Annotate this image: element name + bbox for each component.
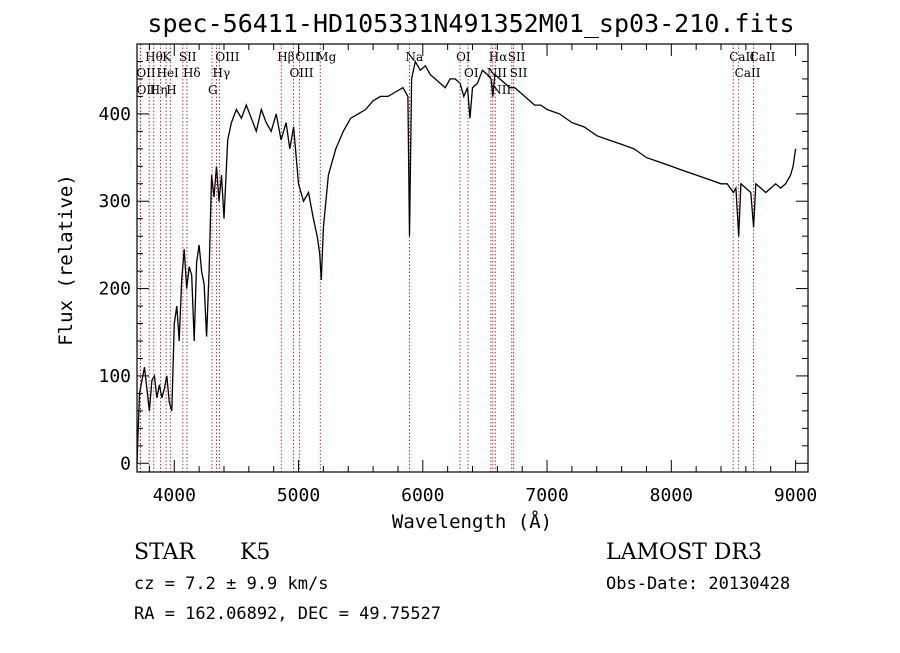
spectral-line-label: Hα: [489, 50, 508, 64]
x-axis-ticks: 4000 5000 6000 7000 8000 9000: [148, 44, 817, 506]
spectral-line-label: Hβ: [277, 50, 294, 64]
observation-date: Obs-Date: 20130428: [606, 574, 790, 594]
x-tick-label: 8000: [650, 485, 693, 506]
spectral-line-label: Mg: [316, 50, 336, 64]
plot-frame: [136, 43, 809, 473]
spectral-line-label: NII: [487, 66, 507, 80]
y-tick-label: 400: [98, 104, 131, 125]
y-tick-label: 0: [120, 453, 131, 474]
y-tick-label: 200: [98, 279, 131, 300]
object-subclass: K5: [240, 540, 270, 565]
spectral-line-label: CaII: [750, 50, 776, 64]
spectral-line-label: Hη: [150, 83, 168, 97]
spectrum-series-line: [136, 59, 797, 464]
x-tick-label: 9000: [774, 485, 817, 506]
redshift-value: cz = 7.2 ± 9.9 km/s: [134, 574, 328, 594]
spectral-line-label: Na: [406, 50, 424, 64]
spectral-line-label: OII: [137, 83, 157, 97]
spectral-line-label: OI: [456, 50, 471, 64]
spectral-line-label: OIII: [215, 50, 239, 64]
y-axis-label: Flux (relative): [55, 174, 77, 346]
y-tick-label: 300: [98, 191, 131, 212]
spectral-line-label: SII: [508, 50, 526, 64]
x-axis-label: Wavelength (Å): [392, 510, 552, 533]
spectral-line-label: Hγ: [213, 66, 231, 80]
chart-title: spec-56411-HD105331N491352M01_sp03-210.f…: [147, 9, 794, 38]
object-class: STAR: [134, 540, 196, 565]
y-tick-label: 100: [98, 366, 131, 387]
spectral-line-label: Hθ: [145, 50, 163, 64]
x-tick-label: 6000: [401, 485, 444, 506]
spectral-line-label: OIII: [295, 50, 319, 64]
spectral-line-label: CaII: [729, 50, 755, 64]
coordinates: RA = 162.06892, DEC = 49.75527: [134, 604, 441, 624]
x-tick-label: 5000: [277, 485, 320, 506]
spectral-line-label: H: [166, 83, 176, 97]
x-tick-label: 7000: [525, 485, 568, 506]
spectral-line-label: OII: [136, 66, 156, 80]
spectral-line-label: OIII: [289, 66, 313, 80]
spectral-line-label: OI: [464, 66, 479, 80]
spectral-line-label: SII: [179, 50, 197, 64]
x-tick-label: 4000: [153, 485, 196, 506]
survey-name: LAMOST DR3: [606, 540, 762, 565]
spectral-line-label: Hδ: [183, 66, 201, 80]
spectral-line-label: SII: [510, 66, 528, 80]
spectral-lines: [139, 44, 755, 472]
spectral-line-label: CaII: [735, 66, 761, 80]
y-axis-ticks: 0 100 200 300 400: [98, 60, 808, 474]
spectral-line-label: NII: [491, 83, 511, 97]
spectral-line-label: K: [162, 50, 172, 64]
spectral-line-label: HeI: [156, 66, 179, 80]
spectral-line-label: G: [208, 83, 218, 97]
